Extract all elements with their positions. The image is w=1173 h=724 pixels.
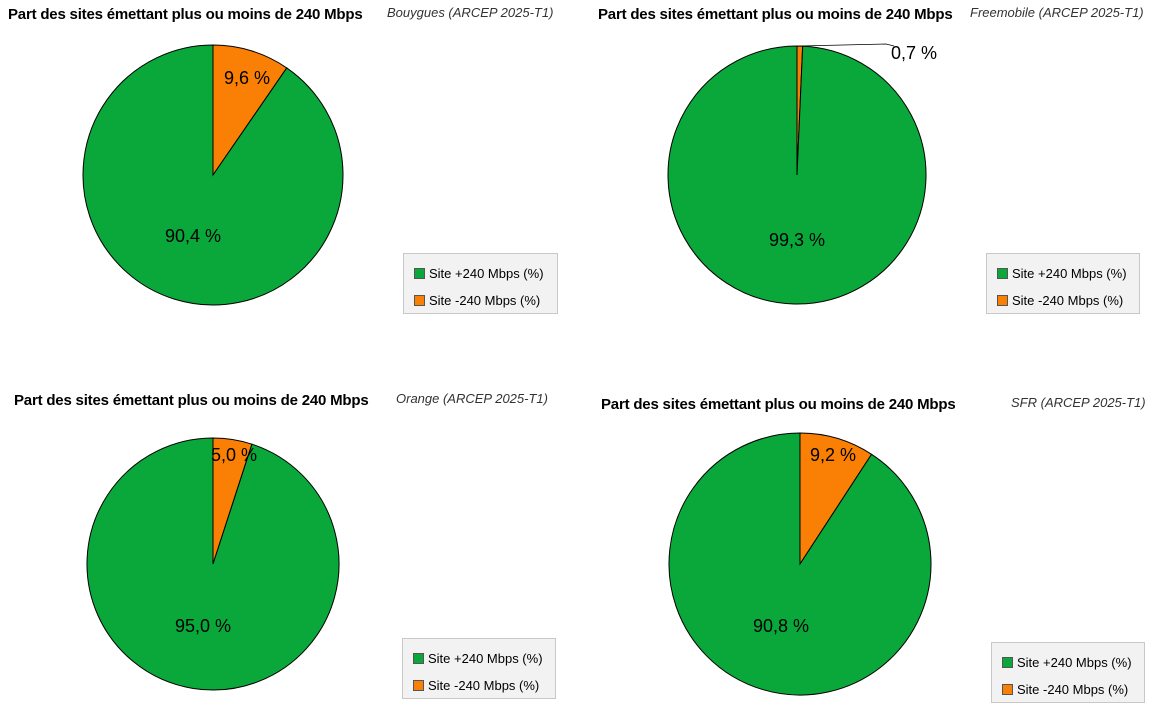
pie-chart-freemobile: 99,3 % 0,7 % [667,43,937,305]
legend-swatch-below [997,295,1008,306]
legend: Site +240 Mbps (%) Site -240 Mbps (%) [402,638,556,699]
legend-label-below: Site -240 Mbps (%) [428,678,540,693]
pie-slice-below-240 [212,44,288,177]
legend-label-above: Site +240 Mbps (%) [429,266,544,281]
legend: Site +240 Mbps (%) Site -240 Mbps (%) [991,642,1145,703]
chart-title: Part des sites émettant plus ou moins de… [601,396,956,413]
data-label-above-240: 90,4 % [165,226,221,246]
pie-slice-above-240 [668,432,932,696]
data-label-above-240: 99,3 % [769,230,825,250]
chart-title: Part des sites émettant plus ou moins de… [14,392,369,409]
legend-item-below: Site -240 Mbps (%) [414,287,547,314]
pie-slice-above-240 [86,437,340,691]
leader-line [799,43,895,47]
legend-item-above: Site +240 Mbps (%) [997,260,1129,287]
data-label-below-240: 9,2 % [810,445,856,465]
chart-panel-bouygues: Part des sites émettant plus ou moins de… [0,0,586,362]
pie-slice-above-240 [667,45,927,305]
legend-label-above: Site +240 Mbps (%) [1012,266,1127,281]
chart-panel-orange: Part des sites émettant plus ou moins de… [0,362,586,724]
legend-label-below: Site -240 Mbps (%) [1017,682,1129,697]
data-label-above-240: 95,0 % [175,616,231,636]
legend-item-above: Site +240 Mbps (%) [413,645,545,672]
pie-slice-above-240 [82,44,344,306]
chart-source: Orange (ARCEP 2025-T1) [396,391,548,406]
legend-label-below: Site -240 Mbps (%) [1012,293,1124,308]
pie-chart-sfr: 90,8 % 9,2 % [668,432,932,696]
legend-swatch-above [413,653,424,664]
legend-label-below: Site -240 Mbps (%) [429,293,541,308]
legend-item-above: Site +240 Mbps (%) [414,260,547,287]
legend-label-above: Site +240 Mbps (%) [1017,655,1132,670]
legend-swatch-above [414,268,425,279]
chart-panel-sfr: Part des sites émettant plus ou moins de… [586,362,1173,724]
legend-swatch-above [1002,657,1013,668]
legend-label-above: Site +240 Mbps (%) [428,651,543,666]
legend-swatch-below [414,295,425,306]
chart-title: Part des sites émettant plus ou moins de… [8,6,363,23]
legend-item-above: Site +240 Mbps (%) [1002,649,1134,676]
chart-panel-freemobile: Part des sites émettant plus ou moins de… [586,0,1173,362]
data-label-below-240: 9,6 % [224,68,270,88]
pie-chart-orange: 95,0 % 5,0 % [86,437,340,691]
legend-swatch-below [1002,684,1013,695]
data-label-below-240: 0,7 % [891,43,937,63]
legend-item-below: Site -240 Mbps (%) [1002,676,1134,703]
legend: Site +240 Mbps (%) Site -240 Mbps (%) [986,253,1140,314]
chart-title: Part des sites émettant plus ou moins de… [598,6,953,23]
legend-swatch-below [413,680,424,691]
chart-source: SFR (ARCEP 2025-T1) [1011,395,1146,410]
legend: Site +240 Mbps (%) Site -240 Mbps (%) [403,253,558,314]
legend-item-below: Site -240 Mbps (%) [997,287,1129,314]
chart-source: Freemobile (ARCEP 2025-T1) [970,5,1144,20]
legend-item-below: Site -240 Mbps (%) [413,672,545,699]
legend-swatch-above [997,268,1008,279]
data-label-above-240: 90,8 % [753,616,809,636]
data-label-below-240: 5,0 % [211,445,257,465]
pie-chart-bouygues: 90,4 % 9,6 % [82,44,344,306]
chart-source: Bouygues (ARCEP 2025-T1) [387,5,554,20]
